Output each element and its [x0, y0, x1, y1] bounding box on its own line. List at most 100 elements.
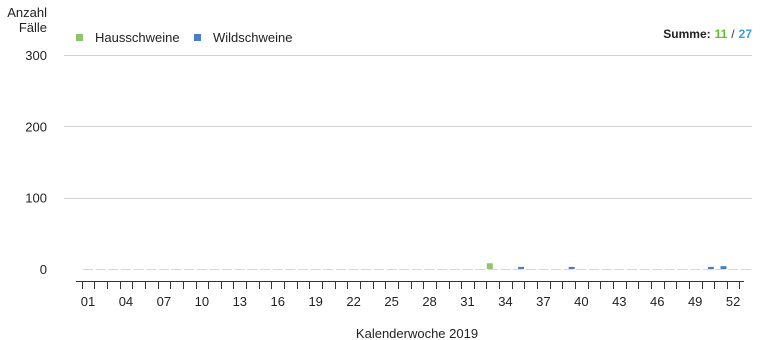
- x-tick-label: 13: [233, 294, 247, 309]
- placeholder-bar: [146, 269, 157, 270]
- placeholder-bar: [247, 269, 258, 270]
- x-tick-label: 46: [650, 294, 664, 309]
- x-tick-label: 40: [574, 294, 588, 309]
- placeholder-bar: [222, 269, 233, 270]
- x-tick-label: 07: [157, 294, 171, 309]
- placeholder-bar: [348, 269, 359, 270]
- placeholder-bar: [437, 269, 448, 270]
- x-tick-label: 19: [308, 294, 322, 309]
- bar-wildschweine: [720, 266, 727, 269]
- placeholder-bar: [677, 269, 688, 270]
- placeholder-bar: [475, 269, 486, 270]
- x-tick-label: 22: [346, 294, 360, 309]
- placeholder-bar: [589, 269, 599, 270]
- x-tick-label: 52: [726, 294, 740, 309]
- x-tick-label: 43: [612, 294, 626, 309]
- bar-hausschweine: [486, 263, 493, 269]
- placeholder-bar: [525, 269, 536, 270]
- total-domestic: 11: [715, 27, 728, 41]
- placeholder-bar: [386, 269, 397, 270]
- bar-wildschweine: [568, 266, 575, 269]
- placeholder-bar: [171, 269, 182, 270]
- placeholder-bar: [614, 269, 625, 270]
- placeholder-bar: [133, 269, 144, 270]
- x-tick-label: 28: [422, 294, 436, 309]
- placeholder-bars: [83, 269, 751, 270]
- placeholder-bar: [601, 269, 612, 270]
- x-tick-label: 31: [460, 294, 474, 309]
- placeholder-bar: [664, 269, 675, 270]
- x-tick-labels: 01 04 07 10 13 16 19 22 25 28 31 34 37 40 43 46 49 52: [81, 294, 741, 309]
- placeholder-bar: [563, 269, 574, 270]
- placeholder-bar: [234, 269, 245, 270]
- y-axis-title-line: Fälle: [19, 20, 47, 35]
- placeholder-bar: [260, 269, 271, 270]
- placeholder-bar: [272, 269, 283, 270]
- placeholder-bar: [513, 269, 524, 270]
- placeholder-bar: [209, 269, 220, 270]
- placeholder-bar: [500, 269, 511, 270]
- placeholder-bar: [158, 269, 169, 270]
- legend-swatch: [76, 34, 83, 41]
- placeholder-bar: [184, 269, 195, 270]
- placeholder-bar: [95, 269, 106, 270]
- placeholder-bar: [639, 269, 650, 270]
- bar-wildschweine: [518, 266, 525, 269]
- y-tick-label: 0: [40, 262, 47, 277]
- y-grid: [64, 55, 752, 199]
- placeholder-bar: [702, 269, 713, 270]
- placeholder-bar: [576, 269, 587, 270]
- placeholder-bar: [690, 269, 701, 270]
- total-summary: Summe: 11/ 27: [663, 27, 752, 41]
- placeholder-bar: [120, 269, 131, 270]
- x-tick-label: 37: [536, 294, 550, 309]
- placeholder-bar: [323, 269, 334, 270]
- y-tick-label: 100: [25, 191, 47, 206]
- bars: [486, 263, 727, 269]
- bar-wildschweine: [707, 266, 714, 269]
- x-tick-label: 34: [498, 294, 512, 309]
- placeholder-bar: [399, 269, 410, 270]
- y-axis-title-line: Anzahl: [7, 5, 47, 20]
- placeholder-bar: [652, 269, 663, 270]
- x-tick-label: 10: [195, 294, 209, 309]
- placeholder-bar: [626, 269, 637, 270]
- legend-swatch: [194, 34, 201, 41]
- placeholder-bar: [740, 269, 751, 270]
- y-tick-labels: 0 100 200 300: [25, 48, 47, 277]
- placeholder-bar: [196, 269, 207, 270]
- legend-label: Hausschweine: [95, 30, 180, 45]
- placeholder-bar: [336, 269, 346, 270]
- legend: Hausschweine Wildschweine: [76, 30, 292, 45]
- total-label: Summe:: [663, 27, 710, 41]
- placeholder-bar: [551, 269, 562, 270]
- x-tick-label: 16: [271, 294, 285, 309]
- placeholder-bar: [411, 269, 422, 270]
- placeholder-bar: [298, 269, 309, 270]
- placeholder-bar: [373, 269, 384, 270]
- placeholder-bar: [83, 269, 93, 270]
- placeholder-bar: [728, 269, 739, 270]
- placeholder-bar: [285, 269, 296, 270]
- placeholder-bar: [449, 269, 460, 270]
- legend-label: Wildschweine: [213, 30, 292, 45]
- x-tick-label: 25: [384, 294, 398, 309]
- y-tick-label: 200: [25, 119, 47, 134]
- placeholder-bar: [487, 269, 498, 270]
- placeholder-bar: [310, 269, 321, 270]
- total-wild: 27: [739, 27, 753, 41]
- x-axis-title: Kalenderwoche 2019: [356, 326, 478, 340]
- x-tick-label: 04: [119, 294, 133, 309]
- total-separator: /: [731, 27, 735, 41]
- placeholder-bar: [538, 269, 549, 270]
- x-tick-label: 49: [688, 294, 702, 309]
- y-tick-label: 300: [25, 48, 47, 63]
- placeholder-bar: [361, 269, 372, 270]
- placeholder-bar: [108, 269, 119, 270]
- placeholder-bar: [462, 269, 473, 270]
- x-tick-label: 01: [81, 294, 95, 309]
- placeholder-bar: [424, 269, 435, 270]
- placeholder-bar: [715, 269, 726, 270]
